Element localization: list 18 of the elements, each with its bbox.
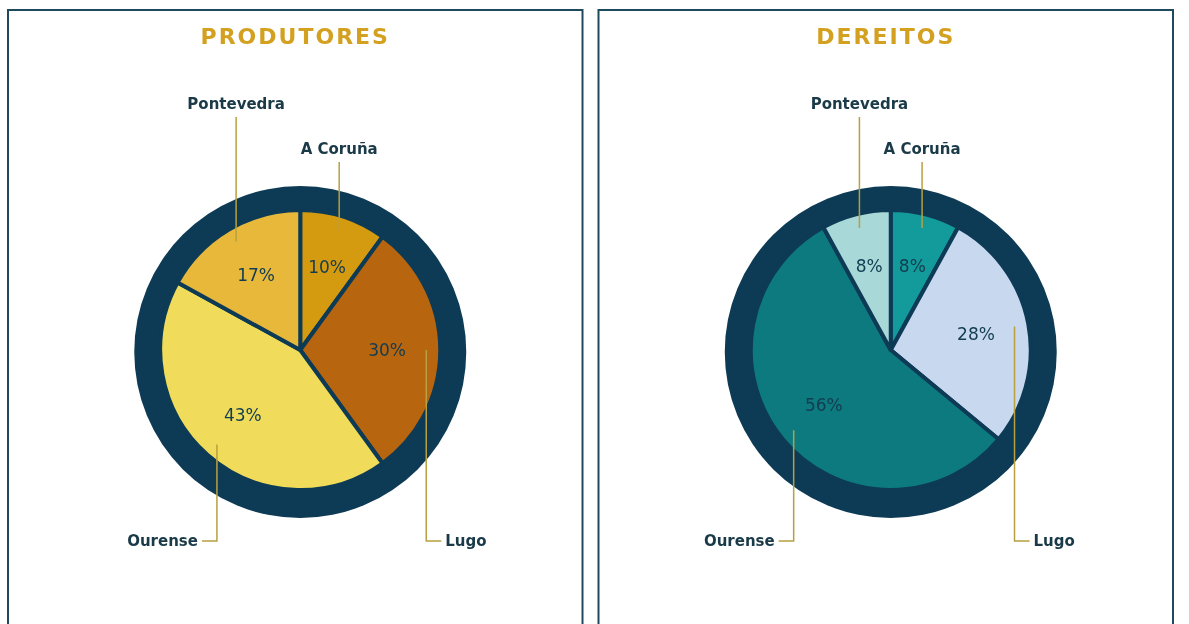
- chart-title: DEREITOS: [816, 24, 956, 49]
- slice-label: Ourense: [127, 532, 198, 550]
- slice-label: Pontevedra: [187, 95, 285, 113]
- data-label: 8%: [898, 255, 926, 276]
- data-label: 30%: [368, 340, 406, 360]
- slice-label: Lugo: [445, 532, 487, 550]
- data-label: 56%: [804, 395, 843, 416]
- slice-label: Ourense: [703, 532, 775, 550]
- data-label: 17%: [237, 265, 275, 286]
- data-label: 43%: [223, 405, 262, 426]
- slice-label: Lugo: [1033, 532, 1075, 550]
- data-label: 28%: [957, 323, 995, 344]
- slice-label: Pontevedra: [810, 95, 909, 113]
- slice-label: A Coruña: [300, 140, 378, 158]
- chart-title: PRODUTORES: [200, 24, 390, 49]
- data-label: 10%: [308, 257, 346, 278]
- slice-label: A Coruña: [883, 140, 961, 158]
- data-label: 8%: [855, 255, 883, 276]
